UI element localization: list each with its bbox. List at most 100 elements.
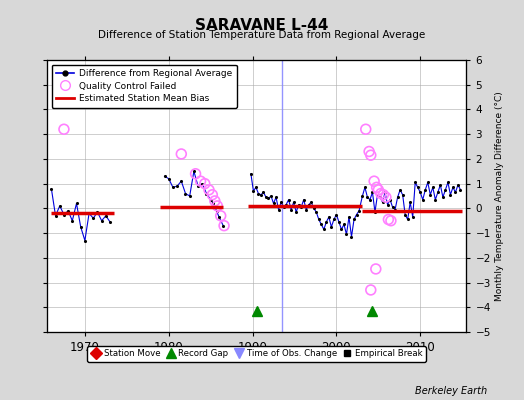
Point (374, 187, 383, 193)
Point (446, 192, 455, 198)
Point (185, 193, 194, 199)
Point (259, 189, 268, 196)
Point (51, 212, 60, 219)
Point (312, 209, 321, 215)
Point (325, 214, 333, 220)
Point (220, 222, 228, 229)
Point (398, 192, 407, 198)
Point (294, 202, 303, 208)
Point (272, 194, 280, 200)
Point (378, 199, 387, 205)
Point (173, 183, 181, 189)
Point (403, 216, 412, 223)
Point (165, 176, 173, 182)
Text: SARAVANE L-44: SARAVANE L-44 (195, 18, 329, 33)
Point (289, 199, 298, 205)
Point (72, 200, 81, 207)
Point (362, 126, 370, 132)
Point (177, 151, 185, 157)
Point (320, 226, 328, 232)
Point (177, 178, 185, 184)
Point (396, 187, 405, 193)
Point (413, 184, 422, 190)
Point (372, 266, 380, 272)
Point (89, 215, 97, 222)
Point (381, 194, 390, 200)
Point (355, 208, 363, 214)
Point (249, 188, 258, 194)
Point (423, 179, 432, 186)
Point (219, 222, 227, 229)
Point (340, 221, 348, 228)
Point (401, 211, 409, 218)
Point (373, 192, 381, 198)
Point (419, 196, 427, 203)
Point (198, 180, 206, 187)
Point (416, 189, 424, 196)
Point (202, 190, 211, 197)
Point (93, 209, 102, 215)
Point (257, 192, 265, 198)
Point (379, 192, 388, 198)
Point (454, 182, 462, 188)
Point (211, 198, 219, 204)
Point (342, 231, 351, 238)
Point (345, 214, 353, 220)
Point (209, 200, 217, 207)
Point (297, 204, 305, 210)
Point (373, 184, 381, 190)
Point (292, 209, 300, 215)
Text: Berkeley Earth: Berkeley Earth (415, 386, 487, 396)
Point (205, 187, 213, 193)
Point (384, 202, 392, 208)
Point (388, 204, 397, 210)
Point (287, 206, 296, 213)
Point (275, 206, 283, 213)
Point (449, 184, 457, 190)
Point (365, 148, 373, 155)
Point (262, 194, 270, 200)
Point (56, 203, 64, 209)
Point (314, 216, 323, 223)
Point (451, 189, 460, 196)
Point (444, 179, 452, 186)
Point (421, 187, 430, 193)
Point (431, 196, 440, 203)
Point (411, 179, 419, 186)
Point (81, 237, 89, 244)
Point (77, 224, 85, 230)
Point (394, 194, 402, 200)
Point (279, 204, 288, 210)
Point (367, 152, 375, 158)
Text: Difference of Station Temperature Data from Regional Average: Difference of Station Temperature Data f… (99, 30, 425, 40)
Point (206, 196, 215, 203)
Point (247, 170, 255, 177)
Point (181, 190, 190, 197)
Point (300, 196, 308, 203)
Point (350, 216, 358, 223)
Y-axis label: Monthly Temperature Anomaly Difference (°C): Monthly Temperature Anomaly Difference (… (495, 91, 504, 301)
Legend: Station Move, Record Gap, Time of Obs. Change, Empirical Break: Station Move, Record Gap, Time of Obs. C… (88, 346, 426, 362)
Point (456, 187, 465, 193)
Point (85, 210, 93, 216)
Point (307, 199, 315, 205)
Point (352, 211, 361, 218)
Point (191, 170, 200, 177)
Point (285, 196, 293, 203)
Point (384, 216, 392, 223)
Point (322, 219, 331, 225)
Point (102, 212, 110, 219)
Point (310, 205, 318, 212)
Point (368, 189, 377, 196)
Point (335, 219, 343, 225)
Point (434, 189, 442, 196)
Point (332, 211, 341, 218)
Point (366, 196, 374, 203)
Point (212, 208, 221, 214)
Point (60, 211, 68, 218)
Point (269, 200, 278, 207)
Point (208, 192, 216, 198)
Point (216, 212, 225, 219)
Point (264, 195, 272, 202)
Point (381, 189, 389, 196)
